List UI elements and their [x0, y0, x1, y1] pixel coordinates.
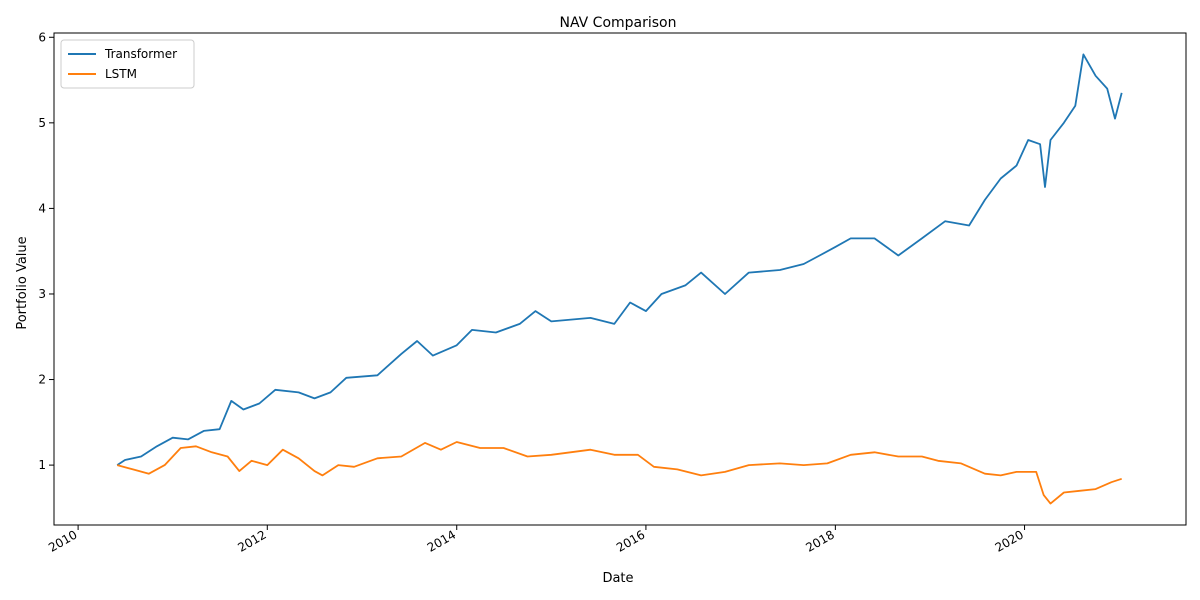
x-tick-label: 2010: [46, 527, 79, 554]
x-tick-label: 2012: [235, 527, 268, 554]
series-line-lstm: [116, 441, 1122, 505]
y-tick-label: 1: [38, 458, 46, 472]
x-tick-label: 2018: [803, 527, 836, 554]
axes-layer: 2010 2012 2014 2016 2018 2020 1 2 3 4 5 6: [38, 30, 1187, 555]
chart-title: NAV Comparison: [559, 15, 676, 31]
legend-label-lstm: LSTM: [105, 67, 137, 81]
y-tick-label: 4: [38, 201, 46, 215]
series-layer: [116, 53, 1123, 505]
y-tick-label: 2: [38, 373, 46, 387]
y-tick-label: 6: [38, 30, 46, 44]
plot-frame: [53, 32, 1187, 526]
y-tick-label: 5: [38, 116, 46, 130]
x-axis-label: Date: [602, 571, 633, 586]
y-tick-label: 3: [38, 287, 46, 301]
legend-box: [60, 39, 195, 89]
legend-label-transformer: Transformer: [104, 47, 177, 61]
y-axis-label: Portfolio Value: [15, 236, 30, 329]
x-tick-label: 2016: [614, 527, 647, 554]
series-line-transformer: [116, 53, 1123, 466]
x-tick-label: 2014: [425, 527, 458, 554]
legend: Transformer LSTM: [60, 39, 195, 89]
x-tick-label: 2020: [993, 527, 1026, 554]
